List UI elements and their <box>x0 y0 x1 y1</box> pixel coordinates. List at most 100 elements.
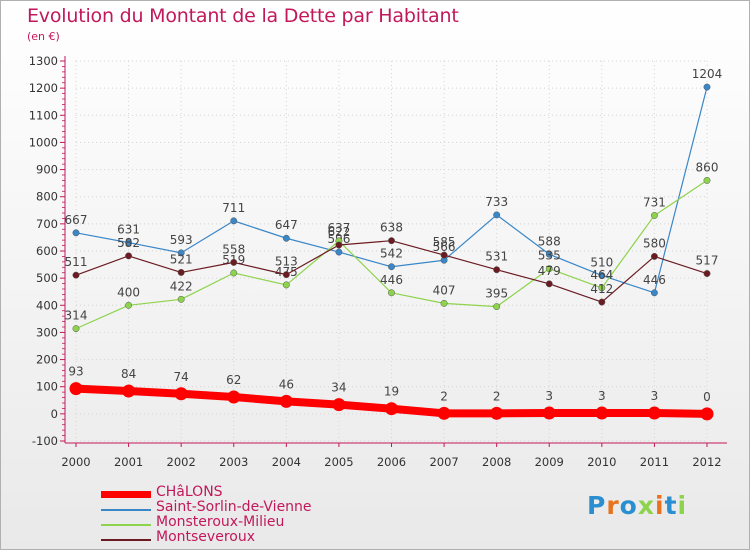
data-label-s3: 412 <box>590 282 613 296</box>
data-point-s0 <box>227 390 241 404</box>
legend-swatch <box>101 539 151 541</box>
data-label-s1: 510 <box>590 255 613 269</box>
data-point-s3 <box>440 251 448 259</box>
x-tick-label: 2008 <box>482 455 511 469</box>
y-tick-label: 1300 <box>29 54 58 68</box>
data-label-s1: 1204 <box>692 67 723 81</box>
data-point-s0 <box>542 406 556 420</box>
data-label-s0: 3 <box>651 389 659 403</box>
data-label-s0: 19 <box>384 385 399 399</box>
data-point-s2 <box>230 269 238 277</box>
data-label-s0: 46 <box>279 377 294 391</box>
data-label-s3: 585 <box>433 235 456 249</box>
x-tick-label: 2012 <box>692 455 721 469</box>
data-point-s1 <box>598 271 606 279</box>
x-tick-label: 2001 <box>114 455 143 469</box>
data-point-s2 <box>72 325 80 333</box>
data-label-s1: 647 <box>275 218 298 232</box>
logo-letter: r <box>606 491 620 520</box>
legend-swatch <box>101 524 151 526</box>
data-point-s2 <box>545 265 553 273</box>
logo-letter: i <box>677 491 688 520</box>
data-point-s3 <box>545 280 553 288</box>
data-point-s1 <box>282 234 290 242</box>
x-tick-label: 2010 <box>587 455 616 469</box>
data-label-s3: 513 <box>275 255 298 269</box>
data-point-s3 <box>703 270 711 277</box>
data-label-s0: 2 <box>440 389 448 403</box>
data-point-s0 <box>69 382 83 396</box>
data-point-s2 <box>703 176 711 184</box>
legend-label: Montseveroux <box>156 529 255 545</box>
data-point-s0 <box>647 406 661 420</box>
data-label-s1: 733 <box>485 195 508 209</box>
logo-letter: x <box>637 491 655 520</box>
data-label-s0: 0 <box>703 390 711 404</box>
x-tick-label: 2000 <box>61 455 90 469</box>
data-point-s3 <box>125 252 133 260</box>
y-tick-label: 1000 <box>29 135 58 149</box>
data-point-s3 <box>650 252 658 260</box>
x-tick-label: 2006 <box>377 455 406 469</box>
y-tick-label: 800 <box>36 190 58 204</box>
data-label-s1: 566 <box>433 240 456 254</box>
data-point-s2 <box>493 303 501 311</box>
data-point-s1 <box>545 250 553 258</box>
logo-letter: o <box>619 491 638 520</box>
x-tick-label: 2002 <box>167 455 196 469</box>
data-label-s1: 593 <box>170 233 193 247</box>
data-label-s0: 3 <box>545 389 553 403</box>
chart-subtitle: (en €) <box>27 30 60 43</box>
data-point-s3 <box>493 266 501 274</box>
data-label-s2: 446 <box>380 273 403 287</box>
data-label-s2: 464 <box>590 268 613 282</box>
data-label-s0: 3 <box>598 389 606 403</box>
y-tick-label: -100 <box>32 434 58 448</box>
y-tick-label: 900 <box>36 163 58 177</box>
data-point-s2 <box>650 211 658 219</box>
data-label-s3: 531 <box>485 250 508 264</box>
data-point-s0 <box>122 384 136 398</box>
data-label-s1: 631 <box>117 223 140 237</box>
data-point-s2 <box>125 301 133 309</box>
data-point-s1 <box>72 229 80 237</box>
y-tick-label: 100 <box>36 380 58 394</box>
data-label-s0: 93 <box>68 365 83 379</box>
data-label-s3: 580 <box>643 236 666 250</box>
chart-title: Evolution du Montant de la Dette par Hab… <box>27 5 459 27</box>
data-label-s2: 314 <box>65 309 88 323</box>
x-tick-label: 2003 <box>219 455 248 469</box>
y-tick-label: 1100 <box>29 108 58 122</box>
x-tick-label: 2007 <box>429 455 458 469</box>
legend-swatch <box>101 491 151 498</box>
data-label-s2: 395 <box>485 287 508 301</box>
data-label-s1: 588 <box>538 234 561 248</box>
data-point-s0 <box>332 398 346 412</box>
x-tick-label: 2005 <box>324 455 353 469</box>
data-label-s1: 446 <box>643 273 666 287</box>
data-point-s3 <box>230 258 238 266</box>
data-point-s2 <box>598 284 606 292</box>
data-point-s2 <box>388 289 395 297</box>
data-label-s0: 62 <box>226 373 241 387</box>
data-label-s2: 860 <box>696 160 719 174</box>
data-label-s1: 542 <box>380 247 403 261</box>
y-tick-label: 500 <box>36 271 58 285</box>
data-label-s0: 34 <box>331 381 346 395</box>
y-tick-label: 400 <box>36 298 58 312</box>
data-point-s0 <box>700 407 714 421</box>
data-label-s2: 535 <box>538 249 561 263</box>
data-label-s3: 558 <box>222 242 245 256</box>
legend-label: CHâLONS <box>156 484 223 500</box>
data-label-s2: 422 <box>170 279 193 293</box>
data-label-s2: 407 <box>433 283 456 297</box>
data-label-s3: 517 <box>696 254 719 268</box>
data-label-s3: 521 <box>170 252 193 266</box>
data-label-s2: 400 <box>117 285 140 299</box>
data-label-s3: 638 <box>380 221 403 235</box>
data-label-s1: 667 <box>65 213 88 227</box>
data-point-s1 <box>650 289 658 297</box>
data-point-s2 <box>282 281 290 289</box>
